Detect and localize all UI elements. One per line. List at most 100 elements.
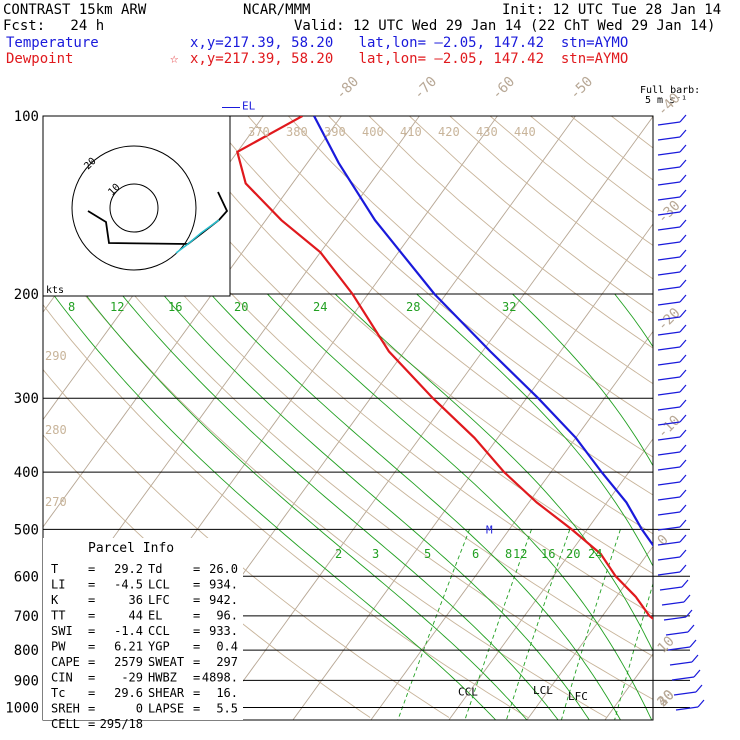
dry-adiabat-line bbox=[247, 116, 653, 458]
wind-barb bbox=[657, 166, 681, 171]
wind-barb bbox=[657, 181, 681, 186]
wind-barb bbox=[657, 226, 681, 231]
wind-barb-flag bbox=[687, 624, 695, 633]
wind-barb-flag bbox=[679, 384, 687, 393]
level-label-lfc: LFC bbox=[568, 690, 588, 703]
wind-barb-flag bbox=[679, 204, 687, 213]
parcel-info-title: Parcel Info bbox=[88, 541, 174, 556]
dry-adiabat-line bbox=[328, 116, 653, 385]
mixing-ratio-label: 12 bbox=[110, 300, 124, 314]
parcel-value: 29.6 bbox=[114, 686, 143, 700]
mixing-ratio-label: 16 bbox=[168, 300, 182, 314]
wind-barb bbox=[657, 421, 681, 426]
wind-barb-flag bbox=[679, 159, 687, 168]
dry-adiabat-line bbox=[287, 116, 653, 421]
isotherm-label: 10 bbox=[655, 633, 678, 656]
dry-adiabat-line bbox=[692, 116, 740, 718]
parcel-eq: = bbox=[193, 578, 200, 592]
mixing-ratio-label: 32 bbox=[502, 300, 516, 314]
wind-barb bbox=[657, 151, 681, 156]
parcel-value: 942. bbox=[209, 593, 238, 607]
parcel-eq: = bbox=[88, 717, 95, 731]
parcel-info-panel bbox=[43, 538, 243, 720]
pressure-label: 100 bbox=[14, 109, 39, 125]
isotherm-line bbox=[526, 545, 653, 720]
wind-barb bbox=[657, 196, 681, 201]
parcel-eq: = bbox=[193, 640, 200, 654]
isotherm-label: -50 bbox=[567, 74, 596, 103]
pressure-label: 300 bbox=[14, 391, 39, 407]
parcel-key: EL bbox=[148, 609, 162, 623]
pressure-label: 500 bbox=[14, 522, 39, 538]
mixing-ratio-label: 20 bbox=[234, 300, 248, 314]
mixing-ratio-line bbox=[698, 529, 740, 720]
init-time: Init: 12 UTC Tue 28 Jan 14 bbox=[502, 2, 722, 18]
isotherm-label: -80 bbox=[333, 74, 362, 103]
parcel-eq: = bbox=[88, 702, 95, 716]
wind-barb bbox=[657, 451, 681, 456]
dry-adiabat-label: 410 bbox=[400, 125, 422, 139]
wind-barb bbox=[657, 241, 681, 246]
parcel-eq: = bbox=[193, 702, 200, 716]
wind-barb bbox=[657, 526, 681, 531]
dry-adiabat-label: 270 bbox=[45, 495, 67, 509]
wind-barb-flag bbox=[679, 294, 687, 303]
isotherm-line bbox=[448, 438, 653, 720]
isotherm-label: 40 bbox=[655, 687, 678, 710]
dry-adiabat-line bbox=[126, 116, 653, 575]
hodograph-trace-low bbox=[175, 219, 220, 254]
wind-barb-flag bbox=[679, 129, 687, 138]
parcel-key: SREH bbox=[51, 702, 80, 716]
isotherm-line bbox=[43, 116, 264, 421]
dry-adiabat-label: 290 bbox=[45, 349, 67, 363]
mixing-ratio-label: 24 bbox=[588, 547, 602, 561]
temperature-location: x,y=217.39, 58.20 lat,lon= –2.05, 147.42… bbox=[190, 35, 629, 51]
isotherm-line bbox=[683, 116, 740, 720]
parcel-eq: = bbox=[88, 624, 95, 638]
wind-barb-flag bbox=[679, 534, 687, 543]
isotherm-line bbox=[0, 116, 29, 720]
source-label: NCAR/MMM bbox=[243, 2, 311, 18]
level-label-lcl: LCL bbox=[533, 684, 553, 697]
wind-barb-flag bbox=[689, 639, 697, 648]
parcel-key: CELL bbox=[51, 717, 80, 731]
wind-barb-flag bbox=[679, 489, 687, 498]
wind-barb bbox=[661, 601, 685, 606]
parcel-key: PW bbox=[51, 640, 66, 654]
dry-adiabat-label: 280 bbox=[45, 423, 67, 437]
mixing-ratio-line bbox=[505, 529, 571, 720]
wind-barb-flag bbox=[679, 549, 687, 558]
parcel-key: CCL bbox=[148, 624, 170, 638]
hodograph-unit-label: kts bbox=[46, 285, 64, 296]
parcel-value: 96. bbox=[216, 609, 238, 623]
isotherm-line bbox=[214, 116, 653, 720]
mixing-ratio-label: 3 bbox=[372, 547, 379, 561]
wind-barb-flag bbox=[679, 234, 687, 243]
wind-barb-flag bbox=[679, 519, 687, 528]
dry-adiabat-label: 390 bbox=[324, 125, 346, 139]
wind-barb bbox=[663, 616, 687, 621]
parcel-eq: = bbox=[88, 671, 95, 685]
wind-barb-flag bbox=[691, 654, 699, 663]
barb-label-line2: 5 m s⁻¹ bbox=[645, 95, 688, 106]
parcel-value: 4898. bbox=[202, 671, 238, 685]
wind-barb-flag bbox=[679, 504, 687, 513]
parcel-value: -4.5 bbox=[114, 578, 143, 592]
level-label-m: M bbox=[486, 523, 493, 536]
parcel-eq: = bbox=[88, 578, 95, 592]
wind-barb bbox=[657, 376, 681, 381]
wind-barb-flag bbox=[679, 324, 687, 333]
wind-barb bbox=[657, 136, 681, 141]
wind-barb bbox=[657, 331, 681, 336]
dry-adiabat-label: 380 bbox=[286, 125, 308, 139]
mixing-ratio-label: 5 bbox=[424, 547, 431, 561]
wind-barb-flag bbox=[695, 684, 703, 693]
mixing-ratio-line bbox=[397, 529, 470, 720]
mixing-ratio-label: 8 bbox=[505, 547, 512, 561]
parcel-value: 2579 bbox=[114, 655, 143, 669]
parcel-key: SHEAR bbox=[148, 686, 185, 700]
mixing-ratio-line bbox=[560, 529, 621, 720]
wind-barb bbox=[657, 481, 681, 486]
wind-barb bbox=[657, 286, 681, 291]
parcel-key: Td bbox=[148, 562, 162, 576]
